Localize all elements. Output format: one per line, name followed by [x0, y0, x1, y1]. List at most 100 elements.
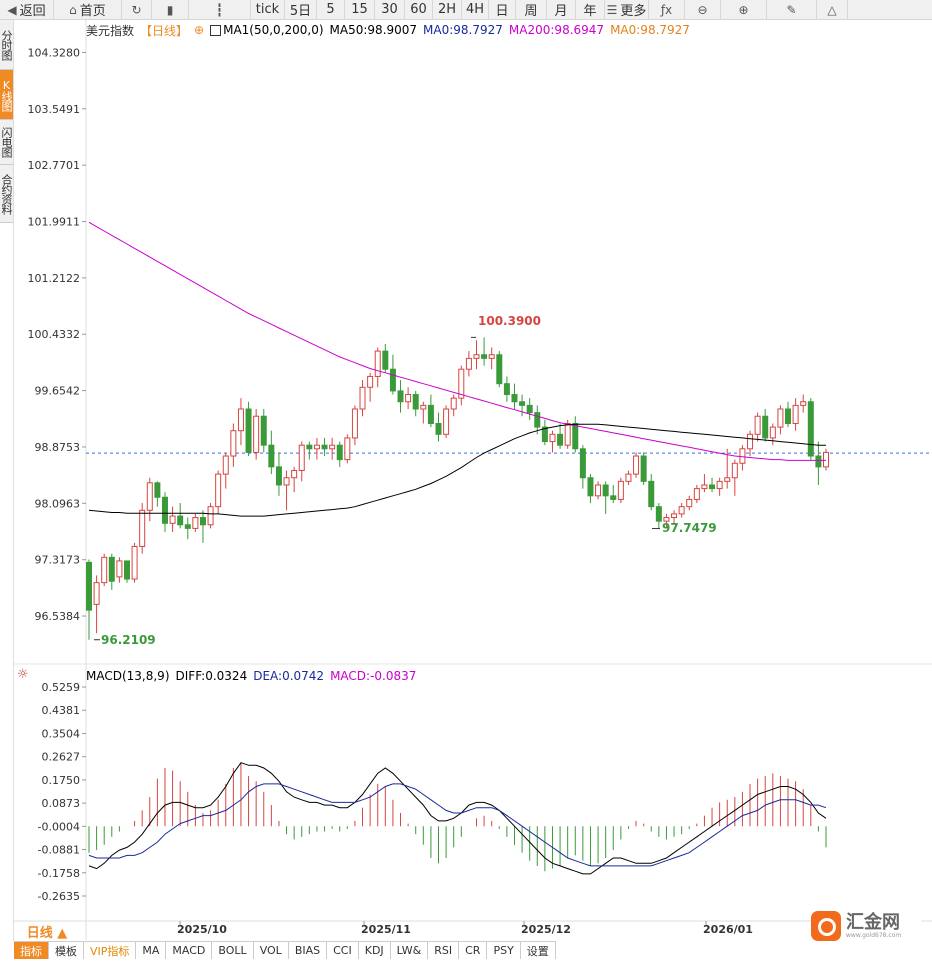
toolbar-item-14[interactable]: 周	[516, 0, 547, 19]
indicator-tab-PSY[interactable]: PSY	[487, 942, 521, 959]
chart-frame	[13, 20, 932, 941]
macd-tick-label: -0.0004	[38, 820, 80, 833]
macd-tick-label: 0.4381	[42, 704, 81, 717]
toolbar-item-3[interactable]: ▮	[152, 0, 189, 19]
macd-settings-icon[interactable]: ☼	[17, 667, 29, 682]
high-annotation: 100.3900	[478, 314, 541, 328]
side-tab-2[interactable]: 闪电图	[0, 120, 13, 165]
home-icon: ⌂	[69, 2, 77, 17]
price-tick-label: 96.5384	[35, 610, 81, 623]
indicator-tab-BIAS[interactable]: BIAS	[288, 942, 328, 959]
indicator-tab-CR[interactable]: CR	[459, 942, 488, 959]
toolbar-item-17[interactable]: ☰ 更多	[605, 0, 649, 19]
side-tab-1[interactable]: K线图	[0, 70, 13, 120]
period-selector[interactable]: 日线 ▲	[14, 922, 80, 941]
toolbar-item-label: 周	[524, 4, 538, 19]
indicator-tab-模板[interactable]: 模板	[49, 942, 84, 959]
macd-tick-label: -0.2635	[38, 890, 80, 903]
ma-chart-icon[interactable]	[210, 24, 222, 36]
legend-ma-name: MA1(50,0,200,0)	[223, 23, 324, 37]
candle-body	[93, 582, 100, 605]
candle-body	[139, 509, 146, 547]
toolbar-item-20[interactable]: ⊕	[721, 0, 767, 19]
indicator-tab-设置[interactable]: 设置	[520, 942, 556, 959]
top-toolbar: ◀ 返回 ⌂ 首页 ↻ ▮ ┇ tick 5日 5 15 30 60 2H 4H 日周 月年 ☰ 更多 ƒx ⊖ ⊕ ✎ △	[0, 0, 932, 20]
indicator-tab-BOLL[interactable]: BOLL	[212, 942, 254, 959]
candle-body	[420, 404, 427, 410]
toolbar-item-1[interactable]: ⌂ 首页	[54, 0, 122, 19]
indicator-tab-VIP指标[interactable]: VIP指标	[84, 942, 137, 959]
price-tick-label: 98.8753	[35, 441, 81, 454]
function-icon: ƒx	[660, 2, 673, 17]
price-tick-label: 104.3280	[28, 46, 81, 59]
legend-symbol: 美元指数	[86, 23, 135, 38]
toolbar-item-2[interactable]: ↻	[122, 0, 152, 19]
toolbar-item-label: 5	[326, 2, 335, 17]
candle-body	[177, 515, 184, 526]
candle-body	[754, 415, 761, 435]
toolbar-item-11[interactable]: 2H	[433, 0, 462, 19]
toolbar-item-13[interactable]: 日	[489, 0, 516, 19]
macd-dea-line	[88, 783, 827, 867]
indicator-tab-RSI[interactable]: RSI	[428, 942, 460, 959]
candle-body	[481, 354, 488, 359]
candle-body	[101, 556, 108, 584]
price-tick-label: 101.2122	[28, 272, 81, 285]
macd-tick-label: 0.1750	[42, 774, 81, 787]
toolbar-item-21[interactable]: ✎	[767, 0, 817, 19]
candle-body	[823, 451, 829, 468]
candle-body	[184, 524, 191, 529]
toolbar-item-6[interactable]: 5日	[285, 0, 317, 19]
refresh-icon: ↻	[131, 2, 142, 17]
toolbar-item-8[interactable]: 15	[345, 0, 375, 19]
toolbar-item-4[interactable]: ┇	[189, 0, 251, 19]
toolbar-item-label: 更多	[620, 4, 647, 19]
toolbar-item-label: 返回	[19, 4, 46, 19]
toolbar-item-18[interactable]: ƒx	[649, 0, 685, 19]
indicator-tab-CCI[interactable]: CCI	[327, 942, 359, 959]
candle-body	[769, 426, 776, 439]
candle-body	[465, 357, 472, 370]
candle-body	[807, 401, 814, 457]
toolbar-item-label: 年	[583, 4, 597, 19]
settings-circle-icon[interactable]: ⊕	[194, 23, 205, 37]
indicator-tab-MACD[interactable]: MACD	[166, 942, 213, 959]
toolbar-item-19[interactable]: ⊖	[685, 0, 721, 19]
legend-macd-name: MACD(13,8,9)	[86, 669, 170, 683]
candle-body	[154, 482, 161, 498]
candle-body	[222, 455, 229, 475]
indicator-tab-LW&[interactable]: LW&	[390, 942, 429, 959]
candle-body	[450, 397, 457, 410]
toolbar-item-16[interactable]: 年	[576, 0, 605, 19]
toolbar-item-0[interactable]: ◀ 返回	[0, 0, 54, 19]
candle-body	[298, 444, 305, 472]
pencil-icon: ✎	[786, 2, 797, 17]
side-tab-0[interactable]: 分时图	[0, 20, 13, 70]
toolbar-item-10[interactable]: 60	[405, 0, 433, 19]
toolbar-item-7[interactable]: 5	[317, 0, 345, 19]
candle-body	[359, 386, 366, 410]
candle-body	[412, 394, 419, 410]
toolbar-item-label: 月	[554, 4, 568, 19]
toolbar-item-label: 4H	[465, 2, 485, 17]
legend-macd-value: MACD:-0.0837	[330, 669, 417, 683]
toolbar-item-9[interactable]: 30	[375, 0, 405, 19]
indicator-tab-VOL[interactable]: VOL	[253, 942, 289, 959]
toolbar-item-15[interactable]: 月	[547, 0, 576, 19]
candle-body	[777, 408, 784, 428]
candle-body	[344, 437, 351, 461]
candle-body	[671, 513, 678, 519]
indicator-tab-KDJ[interactable]: KDJ	[358, 942, 391, 959]
macd-tick-label: 0.5259	[42, 681, 81, 694]
price-tick-label: 99.6542	[35, 385, 81, 398]
toolbar-item-22[interactable]: △	[817, 0, 848, 19]
ma200-line	[88, 221, 826, 461]
candle-body	[473, 354, 480, 359]
toolbar-item-12[interactable]: 4H	[462, 0, 489, 19]
indicator-tab-MA[interactable]: MA	[136, 942, 167, 959]
zoom-in-icon: ⊕	[738, 2, 749, 17]
indicator-tab-指标[interactable]: 指标	[14, 942, 49, 959]
side-tab-3[interactable]: 合约资料	[0, 165, 13, 223]
toolbar-item-5[interactable]: tick	[251, 0, 285, 19]
